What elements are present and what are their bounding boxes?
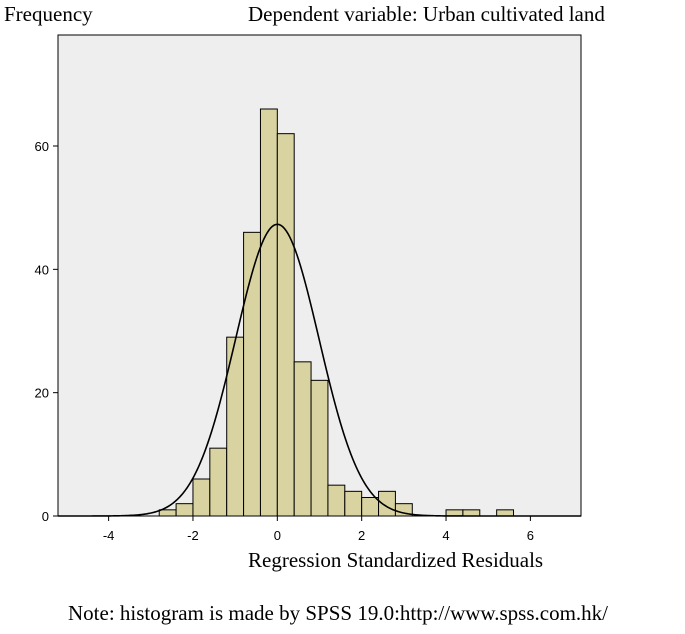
x-tick-label: 6: [527, 528, 534, 543]
histogram-bar: [327, 484, 346, 517]
y-axis: 0 20 40 60: [35, 139, 58, 524]
histogram-bar: [175, 503, 194, 517]
histogram-bar: [259, 108, 278, 517]
histogram-bar: [192, 478, 211, 517]
y-axis-label: Frequency: [4, 2, 93, 26]
histogram-bar: [158, 509, 177, 517]
x-tick-label: 4: [442, 528, 449, 543]
x-axis-label: Regression Standardized Residuals: [248, 548, 544, 572]
histogram-bar: [293, 361, 312, 517]
x-tick-label: -2: [187, 528, 199, 543]
bars-group: [158, 108, 515, 517]
x-tick-label: 2: [358, 528, 365, 543]
y-tick-label: 40: [35, 262, 49, 277]
histogram-bar: [344, 490, 363, 517]
normal-curve: [58, 223, 581, 517]
histogram-bar: [276, 133, 295, 517]
histogram-bar: [361, 497, 380, 517]
y-tick-label: 60: [35, 139, 49, 154]
x-axis: -4 -2 0 2 4 6: [103, 516, 534, 543]
x-tick-label: 0: [274, 528, 281, 543]
histogram-bar: [209, 447, 228, 517]
histogram-bar: [445, 509, 464, 517]
histogram-bar: [462, 509, 481, 517]
histogram-bar: [310, 379, 329, 517]
chart-title: Dependent variable: Urban cultivated lan…: [248, 2, 605, 26]
footnote: Note: histogram is made by SPSS 19.0:htt…: [68, 601, 608, 625]
y-tick-label: 20: [35, 386, 49, 401]
x-tick-label: -4: [103, 528, 115, 543]
histogram-bar: [496, 509, 515, 517]
y-tick-label: 0: [42, 509, 49, 524]
